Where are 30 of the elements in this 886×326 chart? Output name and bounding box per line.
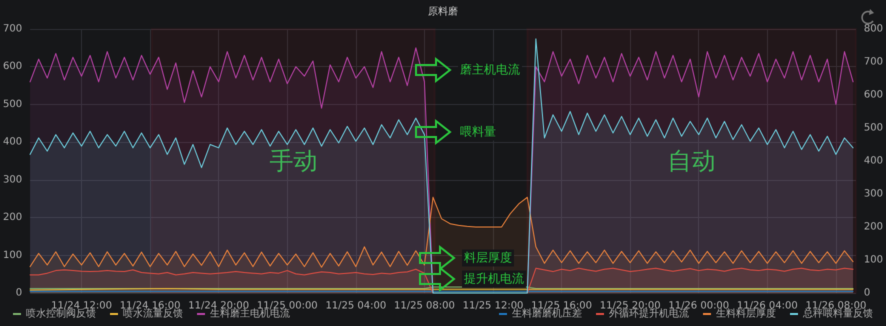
y-tick-label: 300 <box>2 174 22 186</box>
y-tick-label: 100 <box>2 250 22 261</box>
x-tick-label: 11/25 08:00 <box>394 300 455 312</box>
annotation: 提升机电流 <box>462 270 526 288</box>
y-tick-label: 500 <box>2 98 22 110</box>
legend-label: 外循环提升机电流 <box>609 308 689 320</box>
y2-tick-label: 200 <box>864 222 884 232</box>
y-tick-label: 600 <box>2 61 22 72</box>
annotation: 喂料量 <box>458 124 498 140</box>
y2-tick-label: 0 <box>864 288 870 298</box>
y2-tick-label: 300 <box>864 188 884 200</box>
y-tick-label: 400 <box>2 136 22 148</box>
y2-tick-label: 100 <box>864 254 884 266</box>
y2-tick-label: 800 <box>864 24 884 34</box>
y-tick-label: 0 <box>16 288 22 298</box>
legend-label: 生料料层厚度 <box>716 308 776 320</box>
x-tick-label: 11/25 04:00 <box>325 300 386 312</box>
band-label: 自动 <box>668 147 716 175</box>
annotation: 料层厚度 <box>462 250 514 266</box>
y2-tick-label: 400 <box>864 156 884 166</box>
y2-tick-label: 600 <box>864 90 884 100</box>
legend-label: 生料磨磨机压差 <box>512 308 582 320</box>
y2-tick-label: 500 <box>864 122 884 134</box>
band-label: 手动 <box>269 147 318 175</box>
chart-title: 原料磨 <box>428 6 458 18</box>
y-tick-label: 200 <box>2 212 22 224</box>
legend-label: 喷水控制阀反馈 <box>26 308 96 320</box>
y-tick-label: 700 <box>2 24 22 34</box>
y2-tick-label: 700 <box>864 56 884 68</box>
annotation: 磨主机电流 <box>458 62 522 78</box>
